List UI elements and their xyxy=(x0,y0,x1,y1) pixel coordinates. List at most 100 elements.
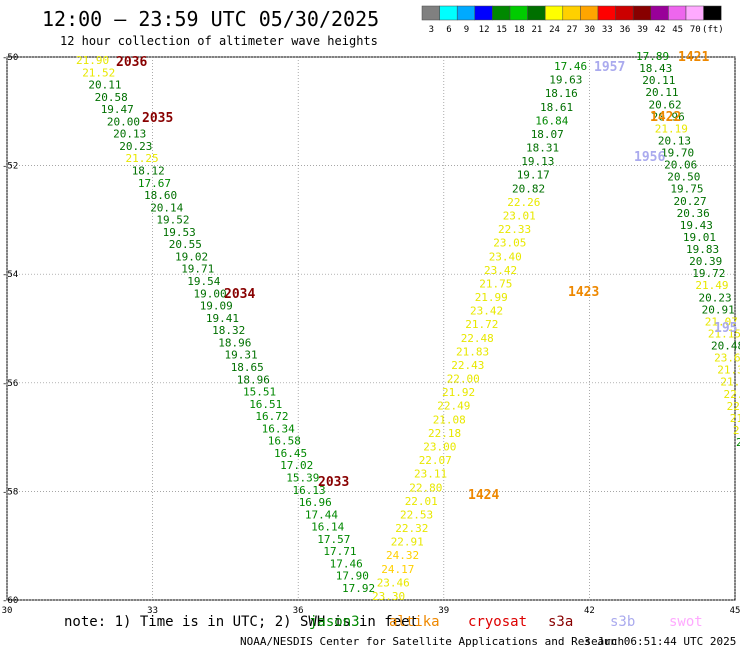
map-subtitle: 12 hour collection of altimeter wave hei… xyxy=(60,34,378,48)
wave-height-value: 18.96 xyxy=(237,373,270,386)
wave-height-value: 20.62 xyxy=(649,98,682,111)
wave-height-value: 22.91 xyxy=(391,536,424,549)
scale-label: 30 xyxy=(584,25,595,35)
color-scale-legend: 3 6 9 12 15 18 21 24 27 30 33 36 39 42 45 70 (ft) xyxy=(421,5,724,35)
wave-height-value: 16.13 xyxy=(293,484,326,497)
scale-swatch xyxy=(562,5,581,21)
lon-tick-label: 42 xyxy=(584,606,595,616)
wave-height-value: 22.18 xyxy=(428,427,461,440)
scale-label: 6 xyxy=(446,25,451,35)
pass-number-label: 2033 xyxy=(318,475,349,490)
pass-labels: 2036 2035 2034 2033 1957 1956 195 1421 1422 1423 1… xyxy=(116,50,737,503)
wave-height-value: 18.43 xyxy=(639,62,672,75)
scale-swatch xyxy=(509,5,528,21)
wave-height-value: 15.51 xyxy=(243,386,276,399)
wave-height-value: 24.17 xyxy=(381,563,414,576)
wave-height-value: 20.23 xyxy=(119,140,152,153)
wave-height-value: 16.51 xyxy=(249,398,282,411)
wave-height-value: 19.00 xyxy=(194,287,227,300)
wave-height-value: 16.58 xyxy=(268,435,301,448)
wave-height-value: 17.67 xyxy=(138,177,171,190)
mission-legend-s3b: s3b xyxy=(610,614,635,630)
wave-height-value: 19.54 xyxy=(187,275,220,288)
wave-height-value: 21.99 xyxy=(475,291,508,304)
wave-height-value: 17.46 xyxy=(330,557,363,570)
credit-line: NOAA/NESDIS Center for Satellite Applica… xyxy=(240,635,624,648)
wave-height-value: 16.72 xyxy=(255,410,288,423)
lat-tick-label: -56 xyxy=(2,379,18,389)
wave-height-value: 19.71 xyxy=(181,263,214,276)
scale-swatch xyxy=(439,5,458,21)
wave-height-value: 17.89 xyxy=(636,50,669,63)
wave-height-value: 20.50 xyxy=(667,171,700,184)
wave-height-value: 18.12 xyxy=(132,165,165,178)
wave-height-value: 22.00 xyxy=(447,373,480,386)
scale-label: 24 xyxy=(549,25,560,35)
scale-label: 70 xyxy=(690,25,701,35)
wave-height-value: 22.49 xyxy=(437,400,470,413)
wave-height-value: 19.09 xyxy=(200,300,233,313)
wave-height-value: 18.16 xyxy=(545,87,578,100)
wave-height-value: 19.63 xyxy=(549,74,582,87)
wave-height-value: 20.39 xyxy=(689,255,722,268)
wave-height-value: 20.55 xyxy=(169,238,202,251)
wave-height-value: 22.33 xyxy=(498,223,531,236)
wave-height-value: 22.53 xyxy=(400,509,433,522)
scale-swatch xyxy=(597,5,616,21)
wave-height-value: 22.50 xyxy=(724,388,740,401)
wave-height-value: 21.90 xyxy=(76,54,109,67)
wave-height-value: 20.06 xyxy=(664,159,697,172)
wave-height-value: 19.13 xyxy=(521,155,554,168)
mission-legend-s3a: s3a xyxy=(548,614,573,630)
wave-height-value: 20.91 xyxy=(702,303,735,316)
mission-legend-altika: altika xyxy=(389,614,440,630)
wave-height-value: 19.31 xyxy=(225,349,258,362)
wave-height-value: 17.71 xyxy=(323,545,356,558)
scale-label: 33 xyxy=(602,25,613,35)
wave-height-value: 17.90 xyxy=(336,570,369,583)
wave-height-value: 17.92 xyxy=(342,582,375,595)
mission-legend: jason3 altika cryosat s3a s3b swot xyxy=(309,614,703,630)
wave-height-value: 22.1 xyxy=(727,400,740,413)
pass-number-label: 2034 xyxy=(224,287,255,302)
wave-height-value: 21.7 xyxy=(730,412,740,425)
wave-height-value: 22.32 xyxy=(395,522,428,535)
scale-label: 27 xyxy=(567,25,578,35)
wave-height-value: 23.30 xyxy=(372,590,405,603)
pass-number-label: 1424 xyxy=(468,488,499,503)
wave-height-value: 20.96 xyxy=(652,110,685,123)
pass-number-label: 2035 xyxy=(142,111,173,126)
wave-height-value: 21.52 xyxy=(82,66,115,79)
wave-height-value: 21.07 xyxy=(705,315,738,328)
wave-height-value: 22.43 xyxy=(451,359,484,372)
scale-swatch xyxy=(527,5,546,21)
map-gridlines xyxy=(6,56,736,601)
wave-height-value: 19.43 xyxy=(680,219,713,232)
wave-height-value: 17.44 xyxy=(305,508,338,521)
lat-tick-label: -54 xyxy=(2,270,18,280)
wave-height-value: 19.17 xyxy=(517,169,550,182)
scale-label: 21 xyxy=(531,25,542,35)
pass-number-label: 1423 xyxy=(568,285,599,300)
scale-swatch xyxy=(474,5,493,21)
pass-number-label: 1956 xyxy=(634,150,665,165)
wave-height-value: 20.48 xyxy=(711,340,740,353)
wave-height-value: 19.53 xyxy=(163,226,196,239)
lat-tick-label: -60 xyxy=(2,596,18,606)
wave-height-value: 23.11 xyxy=(414,468,447,481)
wave-height-value: 16.96 xyxy=(299,496,332,509)
lat-tick-label: -50 xyxy=(2,53,18,63)
wave-height-value: 23.40 xyxy=(489,250,522,263)
wave-height-value: 22.01 xyxy=(405,495,438,508)
wave-height-value: 21.49 xyxy=(695,279,728,292)
wave-height-value: 23.46 xyxy=(377,576,410,589)
scale-label: 39 xyxy=(637,25,648,35)
scale-swatch xyxy=(650,5,669,21)
wave-height-value: 19.83 xyxy=(686,243,719,256)
wave-height-value: 21.25 xyxy=(126,152,159,165)
wave-height-value: 23.42 xyxy=(470,305,503,318)
scale-label: 9 xyxy=(464,25,469,35)
wave-height-value: 23.01 xyxy=(503,210,536,223)
scale-label: 3 xyxy=(429,25,434,35)
